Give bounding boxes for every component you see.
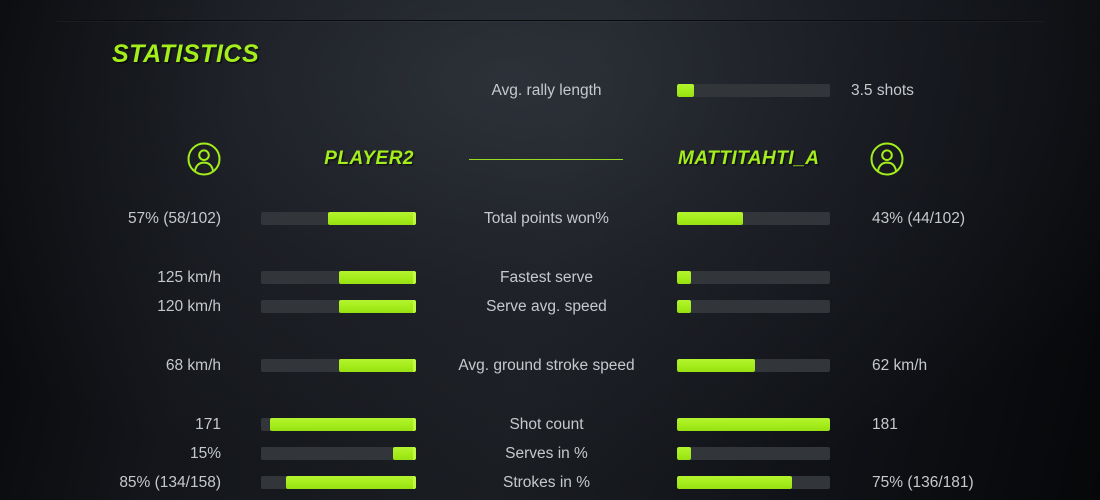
right-bar — [677, 476, 830, 489]
top-divider — [55, 20, 1045, 21]
stat-label: Fastest serve — [499, 268, 594, 286]
stat-row: 57% (58/102) Total points won% 43% (44/1… — [0, 204, 1100, 233]
stat-row: 68 km/h Avg. ground stroke speed 62 km/h — [0, 351, 1100, 380]
player-right-avatar-icon — [870, 142, 904, 176]
players-header: PLAYER2 MATTITAHTI_A — [0, 140, 1100, 178]
left-value: 57% (58/102) — [127, 209, 221, 227]
left-bar-fill — [285, 476, 416, 489]
left-value: 15% — [189, 444, 221, 462]
right-value: 3.5 shots — [851, 81, 914, 99]
right-bar — [677, 359, 830, 372]
stat-row: 125 km/h Fastest serve — [0, 263, 1100, 292]
stat-row: 120 km/h Serve avg. speed — [0, 292, 1100, 321]
right-value: 43% (44/102) — [872, 209, 966, 227]
left-value: 85% (134/158) — [119, 473, 221, 491]
left-value: 171 — [195, 415, 221, 433]
left-value: 120 km/h — [157, 297, 221, 315]
stat-label: Total points won% — [484, 209, 609, 227]
left-bar — [261, 212, 416, 225]
player-left-avatar-icon — [187, 142, 221, 176]
right-bar-fill — [677, 359, 756, 372]
right-bar-fill — [677, 476, 792, 489]
stat-row: 171 Shot count 181 — [0, 410, 1100, 439]
left-bar — [261, 447, 416, 460]
stats-table: 57% (58/102) Total points won% 43% (44/1… — [0, 204, 1100, 497]
stat-label: Avg. rally length — [491, 81, 602, 99]
right-bar — [677, 212, 830, 225]
left-bar-fill — [338, 359, 416, 372]
right-bar-fill — [677, 447, 691, 460]
left-bar-fill — [338, 271, 416, 284]
right-bar-fill — [677, 300, 691, 313]
right-bar — [677, 447, 830, 460]
right-value: 181 — [872, 415, 898, 433]
rally-length-row: Avg. rally length 3.5 shots — [0, 76, 1100, 105]
right-bar-fill — [677, 271, 691, 284]
page-title: STATISTICS — [112, 40, 260, 68]
left-value: 68 km/h — [165, 356, 221, 374]
right-bar — [677, 300, 830, 313]
left-bar-fill — [338, 300, 416, 313]
stat-label: Serves in % — [505, 444, 588, 462]
player-left-name: PLAYER2 — [324, 148, 414, 169]
left-bar — [261, 418, 416, 431]
right-bar-fill — [677, 212, 743, 225]
stat-label: Strokes in % — [502, 473, 590, 491]
left-bar — [261, 359, 416, 372]
left-value: 125 km/h — [157, 268, 221, 286]
stat-label: Shot count — [509, 415, 584, 433]
stat-row: 15% Serves in % — [0, 439, 1100, 468]
center-divider-line — [469, 159, 623, 160]
right-value: 75% (136/181) — [872, 473, 974, 491]
stat-label: Avg. ground stroke speed — [458, 356, 635, 374]
stat-label: Serve avg. speed — [486, 297, 607, 315]
stat-row: Avg. rally length 3.5 shots — [0, 76, 1100, 105]
left-bar-fill — [327, 212, 416, 225]
right-bar-fill — [677, 418, 830, 431]
left-bar — [261, 300, 416, 313]
player-right-name: MATTITAHTI_A — [678, 148, 820, 169]
stat-row: 85% (134/158) Strokes in % 75% (136/181) — [0, 468, 1100, 497]
right-bar-fill — [677, 84, 694, 97]
right-bar — [677, 271, 830, 284]
right-value: 62 km/h — [872, 356, 928, 374]
right-bar — [677, 84, 830, 97]
left-bar-fill — [270, 418, 416, 431]
left-bar — [261, 476, 416, 489]
right-bar — [677, 418, 830, 431]
left-bar-fill — [392, 447, 416, 460]
left-bar — [261, 271, 416, 284]
